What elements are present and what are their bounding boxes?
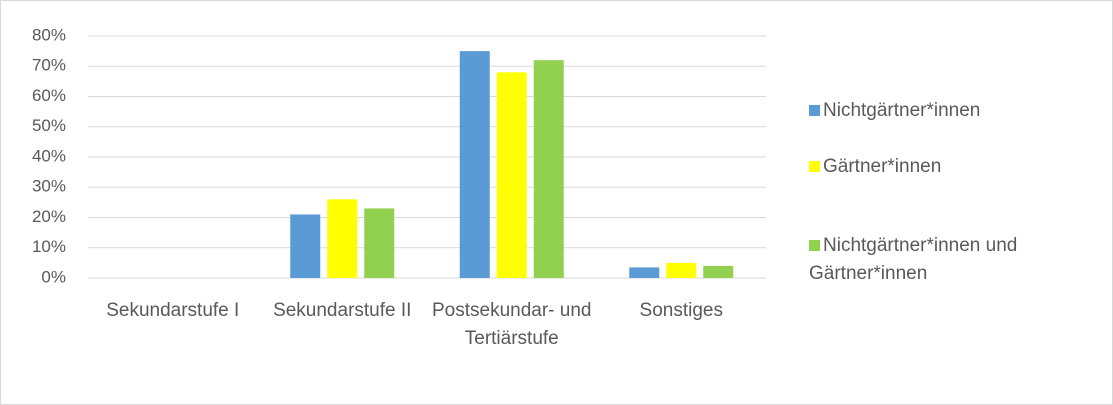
x-tick-label: Postsekundar- und Tertiärstufe	[432, 300, 592, 349]
legend-label: Nichtgärtner*innen und Gärtner*innen	[809, 235, 1018, 284]
y-tick-label: 80%	[32, 25, 66, 44]
legend-label: Gärtner*innen	[823, 156, 942, 177]
y-tick-label: 0%	[41, 267, 66, 286]
y-tick-label: 20%	[32, 207, 66, 226]
bar	[459, 51, 490, 278]
bar	[533, 60, 564, 279]
bar	[703, 265, 734, 278]
legend-label: Nichtgärtner*innen	[823, 100, 981, 121]
legend-swatch	[809, 161, 820, 172]
x-tick-label: Sekundarstufe I	[106, 300, 240, 321]
legend-item: Gärtner*innen	[809, 153, 1089, 181]
x-tick-label: Sekundarstufe II	[273, 300, 412, 321]
legend-swatch	[809, 105, 820, 116]
bar	[666, 262, 697, 278]
y-tick-label: 10%	[32, 237, 66, 256]
bar	[364, 208, 395, 278]
y-tick-label: 50%	[32, 116, 66, 135]
bar	[327, 199, 358, 278]
legend-swatch	[809, 240, 820, 251]
y-tick-label: 30%	[32, 177, 66, 196]
bar	[290, 214, 321, 278]
legend-item: Nichtgärtner*innen	[809, 97, 1089, 125]
bar	[629, 267, 660, 278]
x-tick-label: Sonstiges	[639, 300, 723, 321]
y-tick-label: 60%	[32, 86, 66, 105]
bar	[496, 72, 527, 278]
legend-item: Nichtgärtner*innen und Gärtner*innen	[809, 232, 1089, 288]
y-tick-label: 40%	[32, 146, 66, 165]
y-tick-label: 70%	[32, 56, 66, 75]
